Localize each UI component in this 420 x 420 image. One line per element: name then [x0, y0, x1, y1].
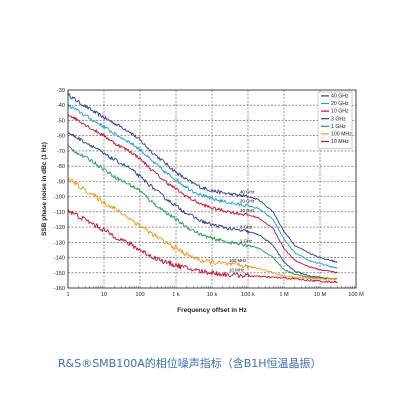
y-tick-label: -30 — [57, 88, 65, 94]
x-tick-label: 10 M — [314, 292, 327, 298]
y-tick-label: -130 — [54, 240, 65, 246]
series-label-1-ghz: 1 GHz — [240, 238, 252, 243]
series-label-100-mhz: 100 MHz — [229, 258, 246, 263]
series-line-10-mhz — [67, 209, 338, 284]
series-label-10-mhz: 10 MHz — [229, 267, 244, 272]
x-tick-label: 100 k — [241, 292, 255, 298]
y-tick-label: -50 — [57, 118, 65, 124]
y-tick-label: -60 — [57, 134, 65, 140]
series-line-10-ghz — [67, 113, 338, 274]
x-tick-label: 100 M — [348, 292, 364, 298]
series-label-3-ghz: 3 GHz — [240, 225, 252, 230]
x-tick-label: 1 M — [279, 292, 289, 298]
series-line-20-ghz — [67, 103, 338, 269]
plot-frame — [67, 89, 357, 289]
series-label-10-ghz: 10 GHz — [240, 208, 255, 213]
y-tick-label: -140 — [54, 256, 65, 262]
legend-box — [317, 91, 353, 149]
legend-entry: 100 MHz — [331, 132, 352, 138]
x-axis-title: Frequency offset in Hz — [177, 307, 247, 314]
series-line-3-ghz — [67, 132, 338, 280]
series-label-20-ghz: 20 GHz — [240, 199, 255, 204]
y-tick-label: -160 — [54, 286, 65, 292]
y-tick-label: -150 — [54, 271, 65, 277]
y-tick-label: -80 — [57, 164, 65, 170]
y-tick-label: -120 — [54, 225, 65, 231]
legend-entry: 40 GHz — [331, 94, 349, 100]
y-tick-label: -90 — [57, 179, 65, 185]
series-line-1-ghz — [67, 145, 338, 280]
series-lines — [67, 93, 338, 284]
legend-entry: 20 GHz — [331, 101, 349, 107]
series-line-100-mhz — [67, 177, 338, 281]
series-label-40-ghz: 40 GHz — [240, 190, 255, 195]
legend-entry: 1 GHz — [331, 124, 346, 130]
y-tick-label: -100 — [54, 195, 65, 201]
x-tick-label: 1 k — [172, 292, 180, 298]
y-tick-label: -110 — [54, 210, 65, 216]
series-line-40-ghz — [67, 93, 338, 263]
y-axis-title: SSB phase noise in dBc (1 Hz) — [41, 142, 48, 236]
legend-entry: 10 GHz — [331, 109, 349, 115]
x-tick-label: 10 k — [207, 292, 218, 298]
figure-caption: R&S®SMB100A的相位噪声指标（含B1H恒温晶振） — [58, 357, 322, 370]
y-tick-label: -40 — [57, 103, 65, 109]
x-tick-label: 10 — [101, 292, 107, 298]
legend-entry: 3 GHz — [331, 116, 346, 122]
x-tick-label: 1 — [66, 292, 69, 298]
y-tick-label: -70 — [57, 149, 65, 155]
legend-entry: 10 MHz — [331, 139, 349, 145]
axes: 1 10 100 1 k 10 k 100 k 1 M 10 M 100 M -30 -40 -50 -… — [54, 88, 364, 298]
x-tick-label: 100 — [135, 292, 144, 298]
plot-background — [0, 0, 420, 350]
series-labels: 40 GHz 20 GHz 10 GHz 3 GHz 1 GHz 100 MHz 10 MH… — [229, 190, 254, 273]
